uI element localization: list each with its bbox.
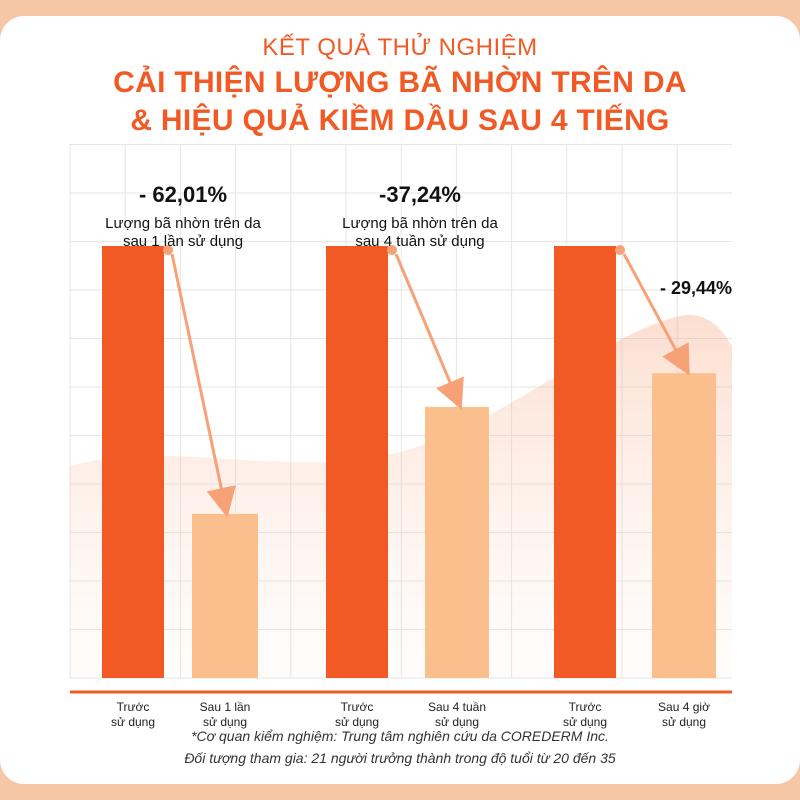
change-description: Lượng bã nhờn trên da [342,215,498,232]
category-label: Sau 1 lần [200,700,251,714]
category-label: sử dụng [335,715,379,729]
footnote-participants: Đối tượng tham gia: 21 người trưởng thàn… [184,750,616,766]
decrease-arrow [394,253,464,410]
footnote-source: *Cơ quan kiểm nghiệm: Trung tâm nghiên c… [191,728,609,744]
category-label: Sau 4 tuần [428,700,486,714]
change-description: Lượng bã nhờn trên da [105,215,261,232]
decrease-arrow [622,253,690,376]
change-description: sau 1 lần sử dụng [123,233,243,250]
arrow-start-dot [615,245,625,255]
category-label: Sau 4 giờ [658,700,710,714]
bar-before [554,246,616,678]
category-label: Trước [569,700,602,714]
decrease-arrow [170,253,236,518]
bar-after [425,406,489,678]
chart-title-line2: & HIỆU QUẢ KIỀM DẦU SAU 4 TIẾNG [130,104,670,137]
arrow-start-dot [387,245,397,255]
bar-before [102,246,164,678]
change-description: sau 4 tuần sử dụng [355,233,484,250]
change-percentage: -37,24% [379,182,461,207]
category-label: sử dụng [563,715,607,729]
category-label: sử dụng [203,715,247,729]
bar-after [652,373,716,678]
results-card: KẾT QUẢ THỬ NGHIỆM CẢI THIỆN LƯỢNG BÃ NH… [0,16,800,784]
category-label: sử dụng [111,715,155,729]
bars [70,246,732,694]
category-label: sử dụng [662,715,706,729]
bar-before [326,246,388,678]
change-percentage: - 29,44% [660,278,732,298]
bar-after [192,513,258,678]
arrow-start-dot [163,245,173,255]
category-label: Trước [341,700,374,714]
category-label: Trước [117,700,150,714]
category-label: sử dụng [435,715,479,729]
arrows [163,245,690,518]
change-percentage: - 62,01% [139,182,227,207]
section-subtitle: KẾT QUẢ THỬ NGHIỆM [262,34,538,61]
chart-title-line1: CẢI THIỆN LƯỢNG BÃ NHỜN TRÊN DA [113,66,687,99]
